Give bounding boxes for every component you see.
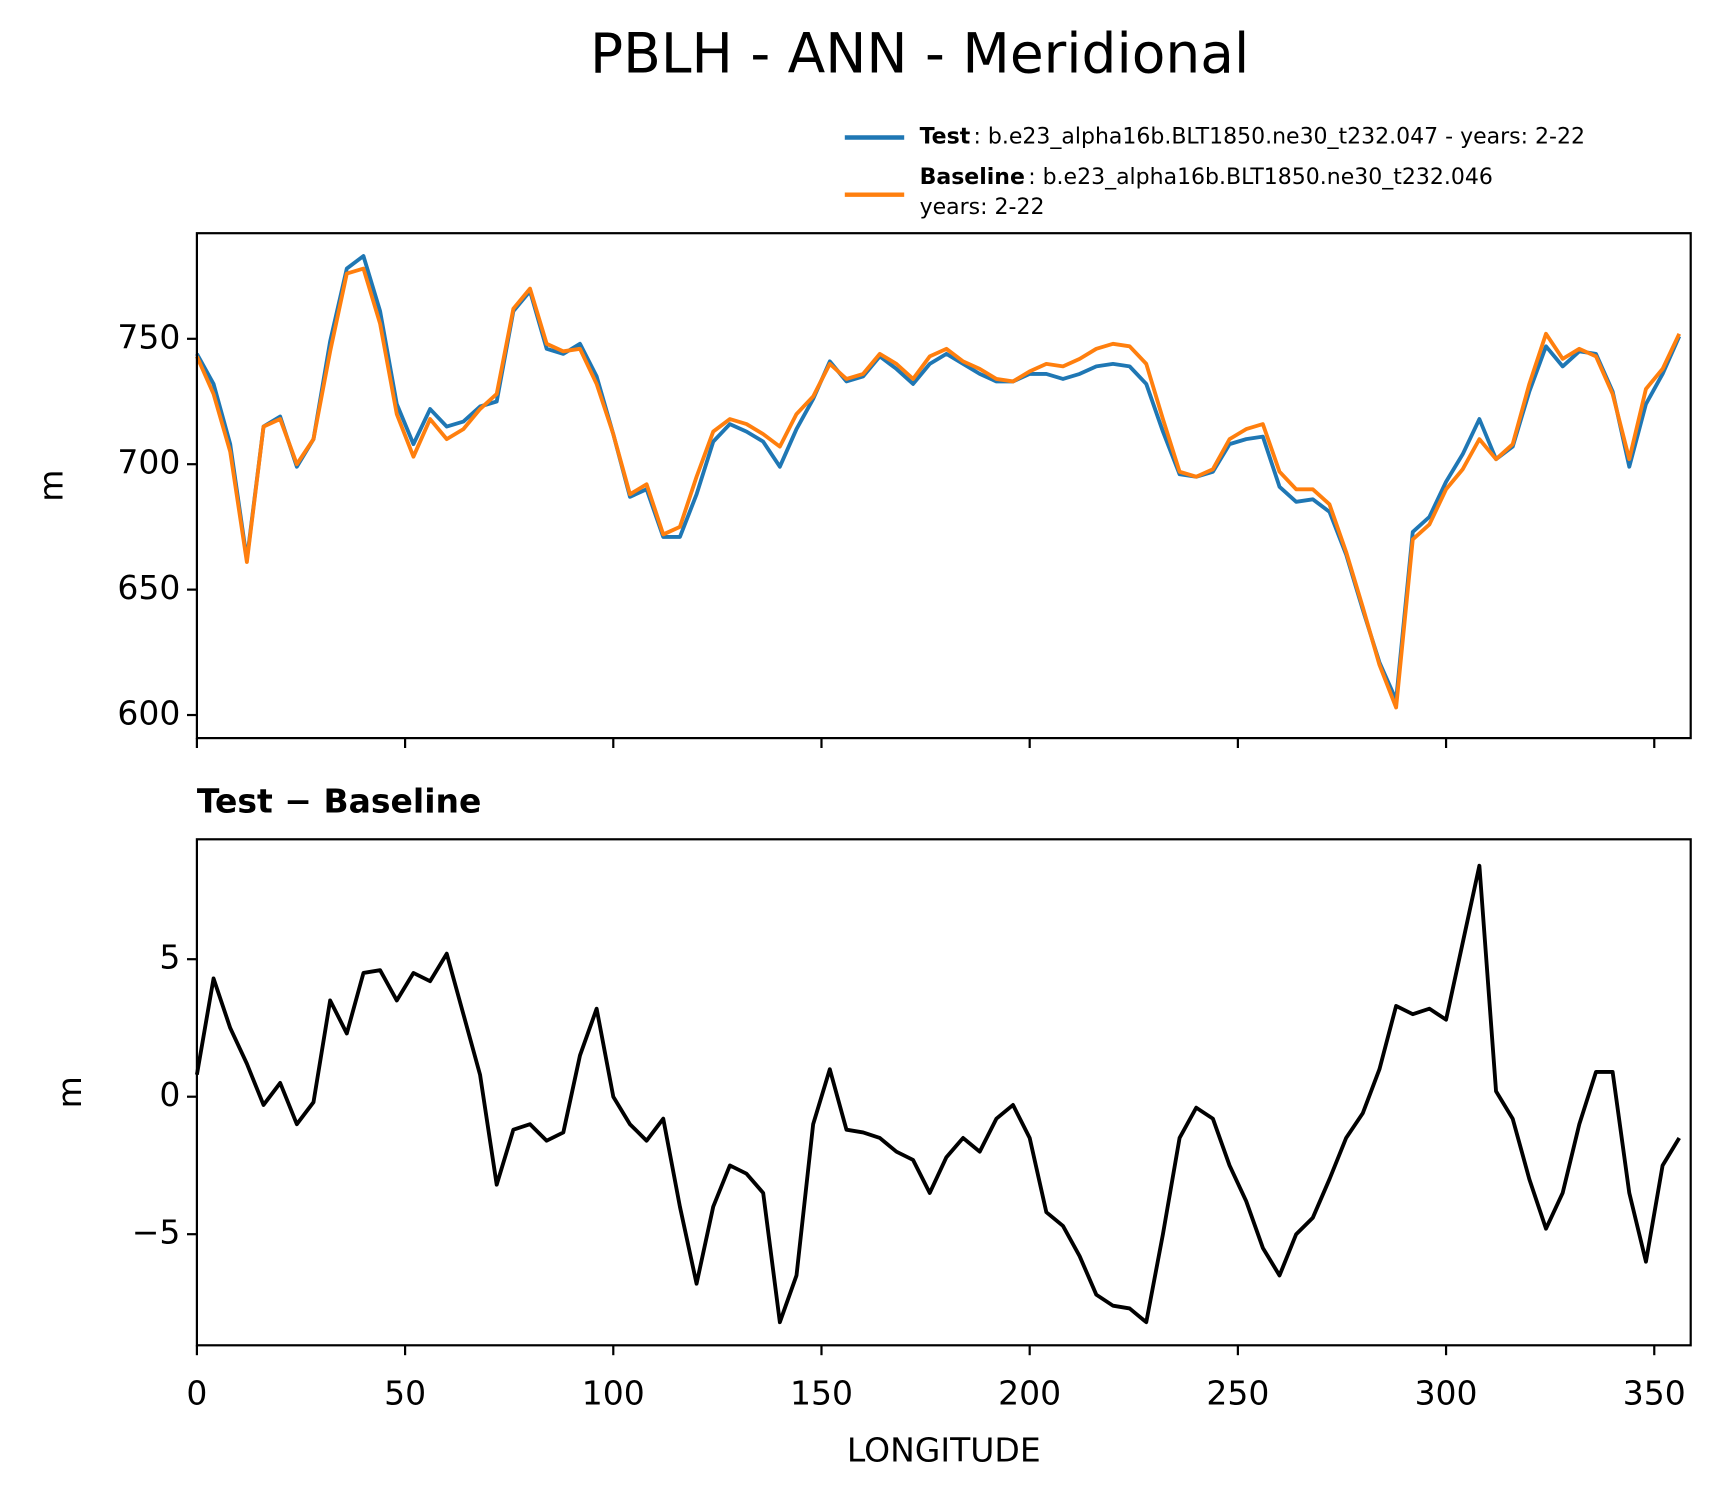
- y-tick-label: 700: [117, 443, 180, 482]
- data-line: [195, 266, 1681, 710]
- plot-frame: [195, 232, 1692, 740]
- figure-title: PBLH - ANN - Meridional: [590, 21, 1249, 85]
- subplot-title: Test − Baseline: [197, 782, 482, 821]
- legend-name: Test: [920, 125, 971, 150]
- legend-description: : b.e23_alpha16b.BLT1850.ne30_t232.047 -…: [974, 125, 1585, 150]
- x-tick-label: 150: [790, 1373, 853, 1412]
- legend-description: years: 2-22: [920, 195, 1045, 220]
- plot-frame: [195, 838, 1692, 1347]
- x-axis-label: LONGITUDE: [847, 1430, 1041, 1469]
- data-line: [195, 863, 1681, 1325]
- y-axis-label: m: [50, 1076, 89, 1108]
- y-tick-label: 650: [117, 568, 180, 607]
- data-line: [195, 254, 1682, 702]
- x-tick-label: 0: [186, 1373, 207, 1412]
- y-tick-label: 5: [159, 938, 180, 977]
- x-tick-label: 250: [1206, 1373, 1269, 1412]
- y-axis-label: m: [31, 470, 70, 502]
- x-tick-label: 350: [1623, 1373, 1686, 1412]
- y-tick-label: 750: [117, 317, 180, 356]
- y-tick-label: −5: [132, 1213, 181, 1252]
- x-tick-label: 300: [1415, 1373, 1478, 1412]
- legend-name: Baseline: [920, 165, 1025, 190]
- legend-description: : b.e23_alpha16b.BLT1850.ne30_t232.046: [1028, 165, 1493, 190]
- y-tick-label: 0: [159, 1075, 180, 1114]
- x-tick-label: 50: [384, 1373, 426, 1412]
- x-tick-label: 100: [582, 1373, 645, 1412]
- x-tick-label: 200: [998, 1373, 1061, 1412]
- y-tick-label: 600: [117, 694, 180, 733]
